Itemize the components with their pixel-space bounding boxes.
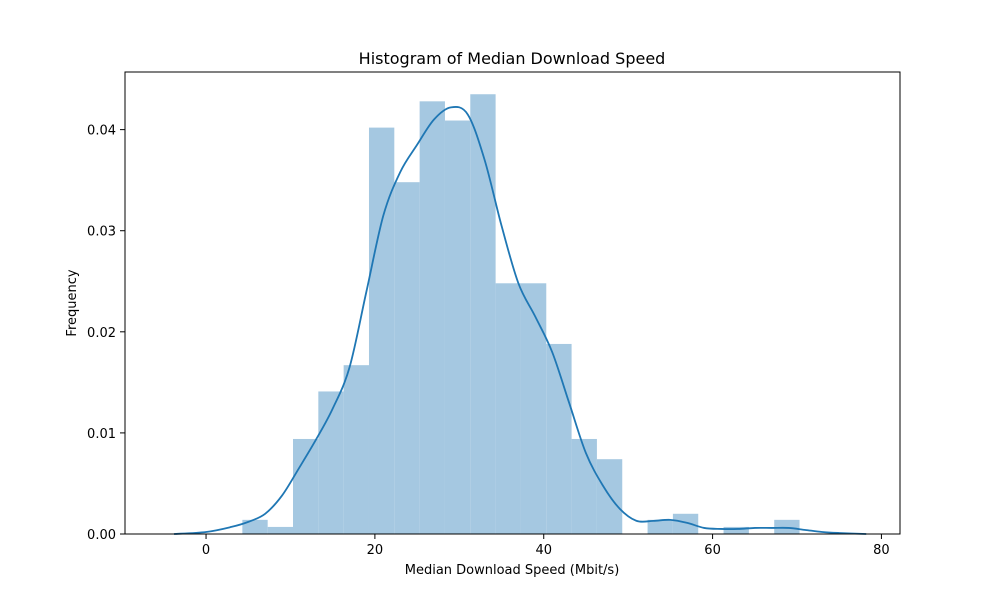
histogram-bar [520,283,547,534]
x-tick-label: 0 [202,543,210,558]
histogram-bar [267,526,294,534]
histogram-bar [343,365,369,534]
histogram-bar [495,283,521,534]
histogram-bar [546,343,572,534]
x-tick-label: 60 [704,543,721,558]
histogram-bar [444,120,471,535]
histogram-bar [672,513,699,534]
x-axis-ticks: 0 20 40 60 80 [202,534,890,558]
histogram-bars [242,94,800,535]
x-tick-label: 40 [535,543,552,558]
histogram-bar [571,438,597,534]
histogram-bar [318,391,344,534]
histogram-bar [368,127,395,535]
histogram-bar [293,438,319,534]
plot-frame [124,71,901,535]
y-tick-label: 0.03 [87,225,116,240]
x-axis-label: Median Download Speed (Mbit/s) [405,563,620,578]
y-axis-ticks: 0.00 0.01 0.02 0.03 0.04 [87,124,125,543]
y-tick-label: 0.00 [87,528,116,543]
y-axis-label: Frequency [65,269,80,336]
y-tick-label: 0.02 [87,326,116,341]
y-tick-label: 0.01 [87,427,116,442]
histogram-bar [774,519,800,534]
histogram-bar [470,94,496,535]
kde-curve [173,106,867,535]
histogram-bar [394,182,420,534]
histogram-bar [419,101,445,534]
x-tick-label: 20 [367,543,384,558]
x-tick-label: 80 [873,543,890,558]
histogram-bar [647,519,673,534]
histogram-bar [242,519,268,534]
y-tick-label: 0.04 [87,124,116,139]
chart-title: Histogram of Median Download Speed [359,49,666,68]
histogram-bar [723,526,749,534]
